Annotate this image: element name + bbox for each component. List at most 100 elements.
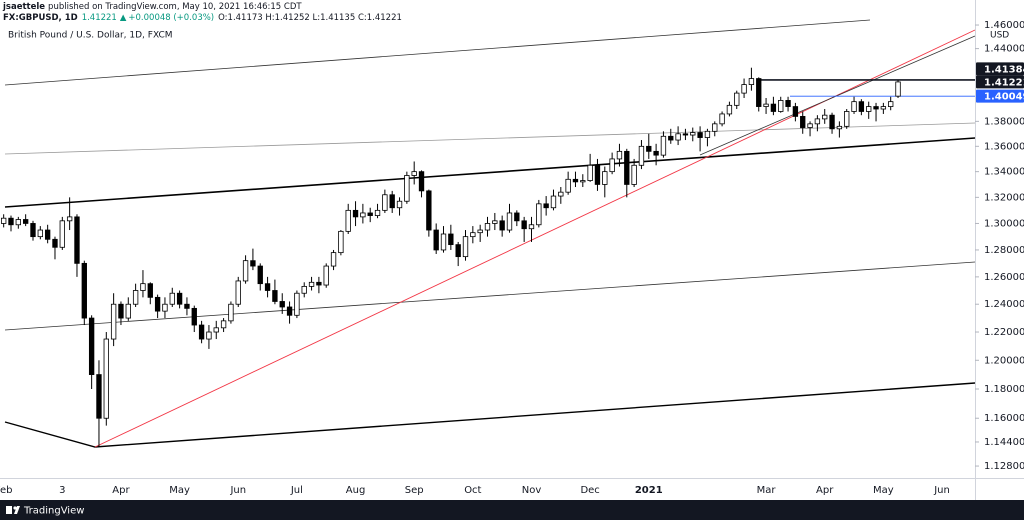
candle-body: [829, 114, 835, 130]
candle-body: [169, 292, 175, 305]
author: jsaettele: [2, 2, 45, 12]
candle-body: [81, 262, 87, 319]
y-tick-label: 1.32000: [984, 192, 1024, 203]
candle-body: [814, 118, 821, 125]
x-tick-label: Mar: [757, 485, 777, 496]
candle-body: [638, 145, 645, 166]
y-tick-label: 1.16000: [984, 413, 1024, 424]
candle-body: [22, 219, 29, 224]
candle-body: [668, 135, 674, 141]
candle-body: [316, 281, 322, 286]
published: published on TradingView.com, May 10, 20…: [48, 2, 302, 12]
candle-body: [712, 123, 718, 132]
candle-body: [756, 78, 762, 107]
candle-body: [763, 103, 769, 107]
candle-body: [528, 224, 535, 230]
candle-body: [499, 220, 505, 231]
candle-body: [484, 223, 491, 231]
candle-body: [748, 78, 755, 85]
candle-body: [536, 203, 542, 226]
x-tick-label: May: [169, 485, 190, 496]
candle-body: [338, 230, 344, 254]
last-price-label: 1.41221: [984, 77, 1024, 88]
y-tick-label: 1.22000: [984, 327, 1024, 338]
trendline: [4, 261, 976, 331]
trendline: [4, 122, 976, 155]
trendlines: [4, 19, 976, 448]
candle-body: [250, 260, 256, 267]
candle-body: [37, 229, 43, 238]
candle-body: [96, 374, 102, 419]
header-line: jsaettele published on TradingView.com, M…: [2, 2, 302, 12]
y-tick-label: 1.20000: [984, 355, 1024, 366]
candle-body: [345, 209, 351, 232]
candle-body: [323, 265, 329, 286]
candle-body: [396, 200, 403, 209]
candle-body: [279, 301, 285, 308]
candle-body: [880, 106, 887, 110]
candle-body: [844, 111, 850, 127]
x-tick-label: Dec: [580, 485, 599, 496]
candle-body: [704, 130, 711, 138]
candle-body: [257, 265, 263, 285]
y-tick-label: 1.44000: [984, 44, 1024, 55]
trendline: [4, 19, 871, 86]
candle-body: [440, 233, 447, 251]
candle-body: [470, 232, 476, 238]
candle-body: [675, 133, 681, 141]
candle-body: [110, 303, 117, 340]
y-unit: USD: [990, 31, 1009, 41]
x-tick-label: 2021: [635, 485, 663, 496]
y-tick-label: 1.14400: [984, 437, 1024, 448]
candle-body: [895, 81, 901, 97]
candle-body: [125, 303, 131, 319]
candle-body: [580, 180, 586, 183]
candle-body: [550, 195, 557, 209]
candle-body: [792, 106, 799, 117]
candle-body: [851, 101, 857, 112]
x-tick-label: Jun: [229, 485, 246, 496]
logo-shape: [6, 506, 12, 514]
candle-body: [360, 212, 366, 218]
candle-body: [624, 150, 630, 185]
candle-body: [264, 283, 271, 291]
candle-body: [514, 212, 520, 222]
last-price-box: [976, 75, 1024, 89]
candle-body: [800, 116, 806, 128]
trendline: [699, 35, 976, 156]
candle-body: [198, 324, 205, 340]
candle-body: [147, 283, 153, 298]
candle-body: [888, 101, 894, 107]
x-tick-label: Sep: [405, 485, 424, 496]
candle-body: [646, 145, 652, 152]
y-tick-label: 1.18000: [984, 384, 1024, 395]
brand[interactable]: TradingView: [23, 506, 84, 517]
candle-body: [308, 281, 315, 287]
candle-body: [66, 216, 73, 222]
candle-body: [411, 171, 417, 176]
candle-body: [448, 233, 454, 246]
logo-shape: [14, 506, 20, 514]
candle-body: [294, 292, 300, 316]
logo-shape: [13, 506, 17, 510]
candle-body: [0, 217, 7, 224]
candle-body: [778, 100, 784, 112]
candle-body: [88, 317, 95, 375]
candle-body: [382, 194, 388, 211]
candle-body: [660, 135, 667, 156]
candle-body: [426, 190, 432, 231]
candle-body: [521, 220, 527, 230]
candle-body: [272, 290, 278, 302]
candle-body: [330, 252, 337, 267]
y-tick-label: 1.36000: [984, 141, 1024, 152]
x-tick-label: Aug: [346, 485, 366, 496]
y-tick-label: 1.12800: [984, 461, 1024, 472]
candle-body: [770, 103, 777, 112]
candle-body: [697, 132, 703, 138]
y-tick-label: 1.46000: [984, 20, 1024, 31]
candle-body: [836, 125, 843, 130]
candle-body: [572, 178, 579, 183]
candle-body: [822, 114, 828, 120]
candle-body: [807, 123, 813, 128]
